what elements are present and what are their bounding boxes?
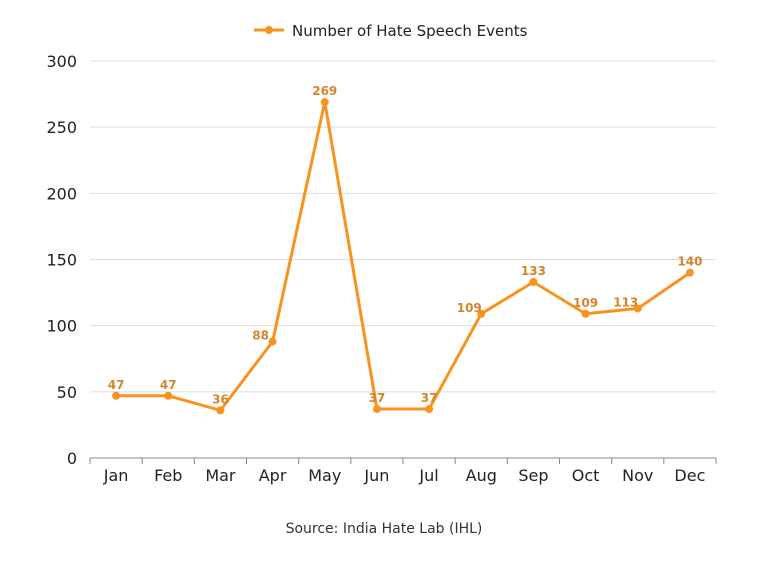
data-point [477, 309, 486, 318]
data-label: 140 [677, 255, 702, 269]
data-point [581, 309, 590, 318]
x-tick-label: Feb [154, 466, 182, 485]
x-tick-label: May [308, 466, 341, 485]
y-tick-label: 50 [57, 383, 77, 402]
data-point [112, 391, 121, 400]
data-point [529, 277, 538, 286]
data-label: 47 [108, 378, 125, 392]
y-tick-label: 300 [46, 52, 77, 71]
data-label: 269 [312, 84, 337, 98]
data-point [268, 337, 277, 346]
x-tick-label: Mar [205, 466, 236, 485]
data-label: 88 [252, 329, 269, 343]
data-label: 47 [160, 378, 177, 392]
x-tick-label: Dec [674, 466, 705, 485]
x-tick-label: Aug [466, 466, 497, 485]
legend-label: Number of Hate Speech Events [292, 22, 528, 40]
data-label: 36 [212, 392, 229, 406]
x-tick-label: Jul [418, 466, 438, 485]
x-tick-label: Nov [622, 466, 653, 485]
data-label: 109 [573, 296, 598, 310]
y-tick-label: 0 [67, 449, 77, 468]
x-tick-label: Jun [363, 466, 389, 485]
y-tick-label: 150 [46, 251, 77, 270]
x-tick-label: Jan [103, 466, 129, 485]
data-label: 133 [521, 264, 546, 278]
source-note: Source: India Hate Lab (IHL) [286, 521, 483, 537]
data-label: 113 [613, 295, 638, 309]
legend-marker-icon [265, 26, 273, 34]
data-point [425, 405, 434, 414]
x-tick-label: Oct [572, 466, 600, 485]
y-tick-label: 250 [46, 118, 77, 137]
y-tick-label: 100 [46, 317, 77, 336]
data-label: 37 [369, 391, 386, 405]
x-tick-label: Apr [259, 466, 287, 485]
y-tick-label: 200 [46, 184, 77, 203]
data-point [216, 406, 225, 415]
data-point [685, 268, 694, 277]
data-point [633, 304, 642, 313]
series-line [116, 100, 691, 412]
data-label: 109 [457, 301, 482, 315]
data-point [372, 405, 381, 414]
data-label: 37 [421, 391, 438, 405]
data-point [164, 391, 173, 400]
data-point [320, 98, 329, 107]
x-tick-label: Sep [518, 466, 548, 485]
